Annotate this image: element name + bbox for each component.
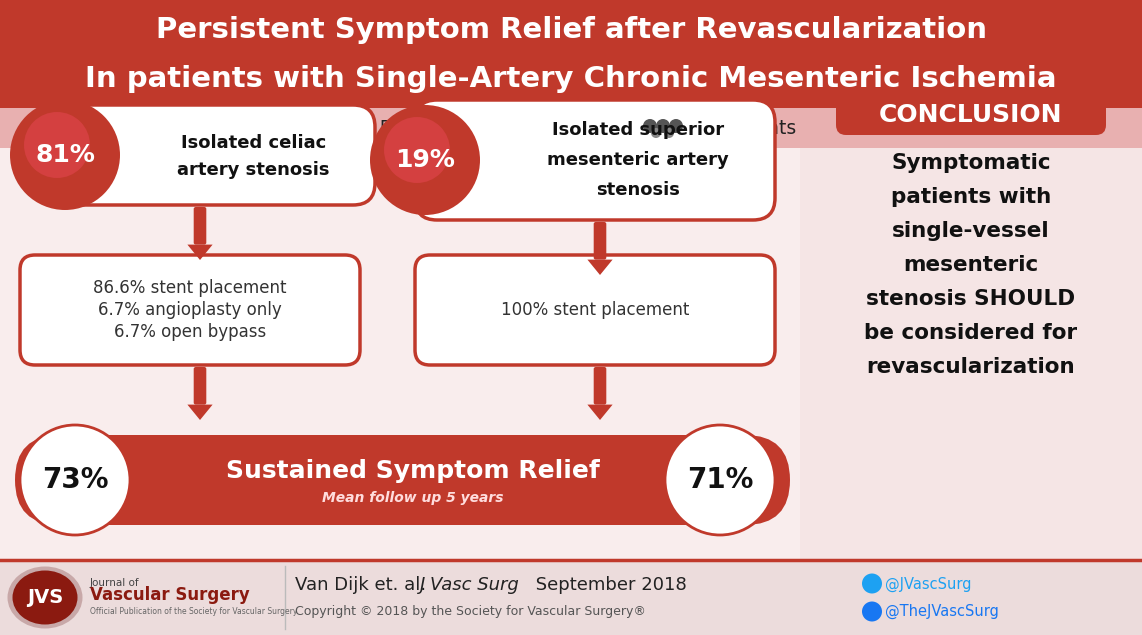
Text: Mean follow up 5 years: Mean follow up 5 years <box>322 491 504 505</box>
Circle shape <box>656 119 670 133</box>
Text: Vascular Surgery: Vascular Surgery <box>90 587 250 605</box>
Text: Journal of: Journal of <box>90 578 139 589</box>
Text: Sustained Symptom Relief: Sustained Symptom Relief <box>226 459 600 483</box>
Circle shape <box>370 105 480 215</box>
Text: Isolated celiac: Isolated celiac <box>180 134 325 152</box>
Polygon shape <box>587 404 612 420</box>
Text: In patients with Single-Artery Chronic Mesenteric Ischemia: In patients with Single-Artery Chronic M… <box>86 65 1056 93</box>
FancyBboxPatch shape <box>415 255 775 365</box>
Text: mesenteric artery: mesenteric artery <box>547 151 729 169</box>
Text: artery stenosis: artery stenosis <box>177 161 330 179</box>
Circle shape <box>669 119 683 133</box>
Text: @TheJVascSurg: @TheJVascSurg <box>885 604 999 619</box>
Text: September 2018: September 2018 <box>530 575 686 594</box>
Text: @JVascSurg: @JVascSurg <box>885 577 972 592</box>
Text: 73%: 73% <box>42 466 108 494</box>
Text: 81%: 81% <box>35 143 95 167</box>
Polygon shape <box>187 404 212 420</box>
Circle shape <box>862 573 882 594</box>
Text: patients with: patients with <box>891 187 1051 207</box>
Text: Van Dijk et. al.: Van Dijk et. al. <box>295 575 432 594</box>
FancyBboxPatch shape <box>594 367 606 404</box>
Polygon shape <box>587 260 612 275</box>
Circle shape <box>24 112 90 178</box>
Circle shape <box>21 425 130 535</box>
Text: 6.7% open bypass: 6.7% open bypass <box>114 323 266 341</box>
Text: 19%: 19% <box>395 148 455 172</box>
FancyBboxPatch shape <box>415 100 775 220</box>
Circle shape <box>10 100 120 210</box>
FancyBboxPatch shape <box>194 367 207 404</box>
Circle shape <box>664 128 674 138</box>
FancyBboxPatch shape <box>594 222 606 260</box>
Text: Retrospective, Single Institution Review: Retrospective, Single Institution Review <box>75 119 447 138</box>
Circle shape <box>384 117 450 183</box>
Circle shape <box>665 425 775 535</box>
Text: Official Publication of the Society for Vascular Surgery: Official Publication of the Society for … <box>90 607 297 616</box>
Text: stenosis SHOULD: stenosis SHOULD <box>867 289 1076 309</box>
Text: Symptomatic: Symptomatic <box>891 153 1051 173</box>
FancyBboxPatch shape <box>0 0 1142 108</box>
FancyBboxPatch shape <box>836 95 1105 135</box>
Ellipse shape <box>13 570 78 624</box>
FancyBboxPatch shape <box>53 121 66 137</box>
Text: stenosis: stenosis <box>596 181 681 199</box>
Text: revascularization: revascularization <box>867 357 1076 377</box>
Circle shape <box>651 128 661 138</box>
FancyBboxPatch shape <box>0 148 801 560</box>
Text: 100% stent placement: 100% stent placement <box>501 301 689 319</box>
Text: J Vasc Surg: J Vasc Surg <box>420 575 520 594</box>
FancyBboxPatch shape <box>54 119 64 124</box>
Text: 71%: 71% <box>686 466 754 494</box>
FancyBboxPatch shape <box>21 255 360 365</box>
Text: CONCLUSION: CONCLUSION <box>879 103 1063 127</box>
Polygon shape <box>187 244 212 260</box>
FancyBboxPatch shape <box>801 148 1142 560</box>
Text: single-vessel: single-vessel <box>892 221 1049 241</box>
FancyBboxPatch shape <box>0 108 1142 148</box>
Text: 6.7% angioplasty only: 6.7% angioplasty only <box>98 301 282 319</box>
Text: Copyright © 2018 by the Society for Vascular Surgery®: Copyright © 2018 by the Society for Vasc… <box>295 605 646 618</box>
Text: Isolated superior: Isolated superior <box>552 121 724 139</box>
Circle shape <box>643 119 657 133</box>
FancyBboxPatch shape <box>194 207 207 244</box>
FancyBboxPatch shape <box>15 435 790 525</box>
Text: Persistent Symptom Relief after Revascularization: Persistent Symptom Relief after Revascul… <box>155 17 987 44</box>
Text: 86.6% stent placement: 86.6% stent placement <box>94 279 287 297</box>
Ellipse shape <box>8 566 82 629</box>
Circle shape <box>862 601 882 622</box>
Text: 37 patients: 37 patients <box>690 119 796 138</box>
Text: JVS: JVS <box>27 588 63 607</box>
FancyBboxPatch shape <box>55 105 375 205</box>
Text: be considered for: be considered for <box>864 323 1078 343</box>
Text: mesenteric: mesenteric <box>903 255 1038 275</box>
FancyBboxPatch shape <box>0 560 1142 635</box>
